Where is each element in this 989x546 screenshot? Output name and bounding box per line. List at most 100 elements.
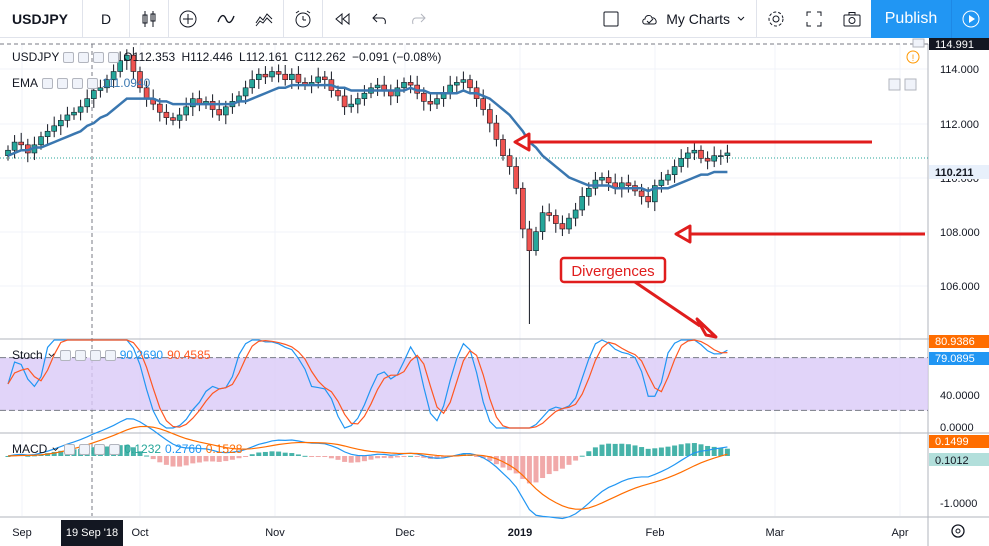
chart-container[interactable]: Divergences114.000112.000110.000108.0001…: [0, 38, 989, 546]
time-axis-label: Dec: [395, 527, 415, 539]
interval-button[interactable]: D: [100, 10, 112, 27]
legend-more-icon[interactable]: [108, 51, 120, 63]
ema-close-icon[interactable]: [72, 77, 84, 89]
my-charts-button[interactable]: My Charts: [630, 0, 756, 38]
macd-hist-bar: [348, 456, 354, 463]
ema-label: EMA: [12, 76, 39, 90]
macd-hist-bar: [177, 456, 183, 467]
time-axis-label: Sep: [12, 527, 32, 539]
macd-hist-bar: [487, 456, 493, 461]
candle-down: [321, 76, 328, 80]
time-axis-label: 2019: [508, 527, 532, 539]
stoch-settings-icon[interactable]: [74, 349, 86, 361]
candle-up: [104, 79, 110, 89]
legend-settings-icon[interactable]: [78, 51, 90, 63]
macd-hist-bar: [262, 451, 268, 456]
macd-hist-bar: [388, 456, 394, 459]
macd-hist-bar: [5, 456, 11, 457]
layout-select-icon[interactable]: [592, 0, 630, 38]
settings-gear-icon[interactable]: [757, 0, 795, 38]
price-chart[interactable]: Divergences114.000112.000110.000108.0001…: [0, 38, 989, 546]
candle-up: [566, 217, 572, 230]
macd-hist-bar: [302, 455, 308, 457]
chart-style-candles-icon[interactable]: [130, 0, 168, 38]
macd-hist-bar: [553, 456, 559, 472]
current-price-label: 110.211: [935, 167, 974, 179]
candle-up: [394, 87, 401, 97]
macd-hist-bar: [269, 451, 275, 456]
play-icon[interactable]: [951, 0, 989, 38]
candle-up: [665, 174, 671, 181]
candle-up: [599, 177, 605, 181]
macd-hist-bar: [196, 456, 202, 463]
ema-settings-icon[interactable]: [57, 77, 69, 89]
publish-button[interactable]: Publish: [871, 0, 951, 38]
macd-chevron-icon[interactable]: [51, 445, 60, 454]
candle-up: [717, 155, 724, 157]
stoch-chevron-icon[interactable]: [47, 351, 56, 360]
maximize-pane-icon: [912, 38, 925, 48]
redo-icon[interactable]: [399, 0, 437, 38]
candle-up: [124, 54, 130, 61]
macd-hist-bar: [249, 454, 255, 456]
candle-up: [585, 187, 592, 197]
alert-warning-glyph: !: [912, 53, 915, 63]
candle-down: [486, 109, 493, 124]
crosshair-date-label: 19 Sep '18: [66, 527, 118, 539]
candle-down: [552, 215, 559, 224]
candle-down: [698, 149, 704, 159]
candle-up: [592, 179, 599, 189]
macd-settings-icon[interactable]: [79, 443, 91, 455]
macd-hist-bar: [493, 456, 499, 465]
replay-icon[interactable]: [323, 0, 361, 38]
macd-more-icon[interactable]: [109, 443, 121, 455]
crosshair-date-bg: [61, 520, 123, 546]
macd-eye-icon[interactable]: [64, 443, 76, 455]
cloud-icon: [642, 14, 657, 24]
alert-warning-icon: [906, 50, 920, 64]
stoch-close-icon[interactable]: [89, 349, 101, 361]
ema-more-icon[interactable]: [87, 77, 99, 89]
gridlines: [0, 44, 928, 516]
legend-high: H112.446: [181, 50, 233, 64]
macd-signal-value: 0.1528: [205, 442, 243, 456]
candle-up: [110, 71, 117, 80]
legend-eye-icon[interactable]: [63, 51, 75, 63]
macd-hist-bar: [236, 456, 242, 459]
candle-up: [401, 82, 407, 89]
macd-hist-bar: [190, 456, 196, 464]
ema-eye-icon[interactable]: [42, 77, 54, 89]
current-price-label-bg: [929, 165, 989, 179]
candle-down: [467, 79, 473, 89]
candle-up: [38, 136, 44, 146]
macd-hist-bar: [639, 447, 645, 456]
time-axis-label: Mar: [766, 527, 785, 539]
alert-clock-icon[interactable]: [284, 0, 322, 38]
macd-hist-bar: [658, 447, 664, 456]
undo-icon[interactable]: [361, 0, 399, 38]
signal-axis-label-bg: [929, 453, 989, 466]
snapshot-camera-icon[interactable]: [833, 0, 871, 38]
stoch-eye-icon[interactable]: [59, 349, 71, 361]
candle-down: [480, 98, 487, 110]
indicators-icon[interactable]: [207, 0, 245, 38]
stoch-d-value: 90.4585: [167, 348, 211, 362]
macd-hist-bar: [592, 447, 598, 456]
candle-up: [724, 152, 731, 156]
candle-down: [638, 190, 645, 197]
macd-hist-bar: [375, 456, 381, 459]
legend-close-icon[interactable]: [93, 51, 105, 63]
macd-hist-bar: [256, 452, 262, 456]
macd-close-icon[interactable]: [94, 443, 106, 455]
stoch-more-icon[interactable]: [104, 349, 116, 361]
toolbar-divider: [129, 0, 131, 38]
financials-icon[interactable]: [245, 0, 283, 38]
top-price-label-bg: [929, 38, 989, 50]
macd-hist-bar: [507, 456, 513, 471]
macd-hist-value: 0.1232: [124, 442, 162, 456]
compare-add-icon[interactable]: [169, 0, 207, 38]
candle-down: [335, 90, 341, 97]
stoch-legend: Stoch 90.2690 90.4585: [12, 348, 210, 362]
fullscreen-icon[interactable]: [795, 0, 833, 38]
symbol-search-button[interactable]: USDJPY: [12, 10, 69, 27]
